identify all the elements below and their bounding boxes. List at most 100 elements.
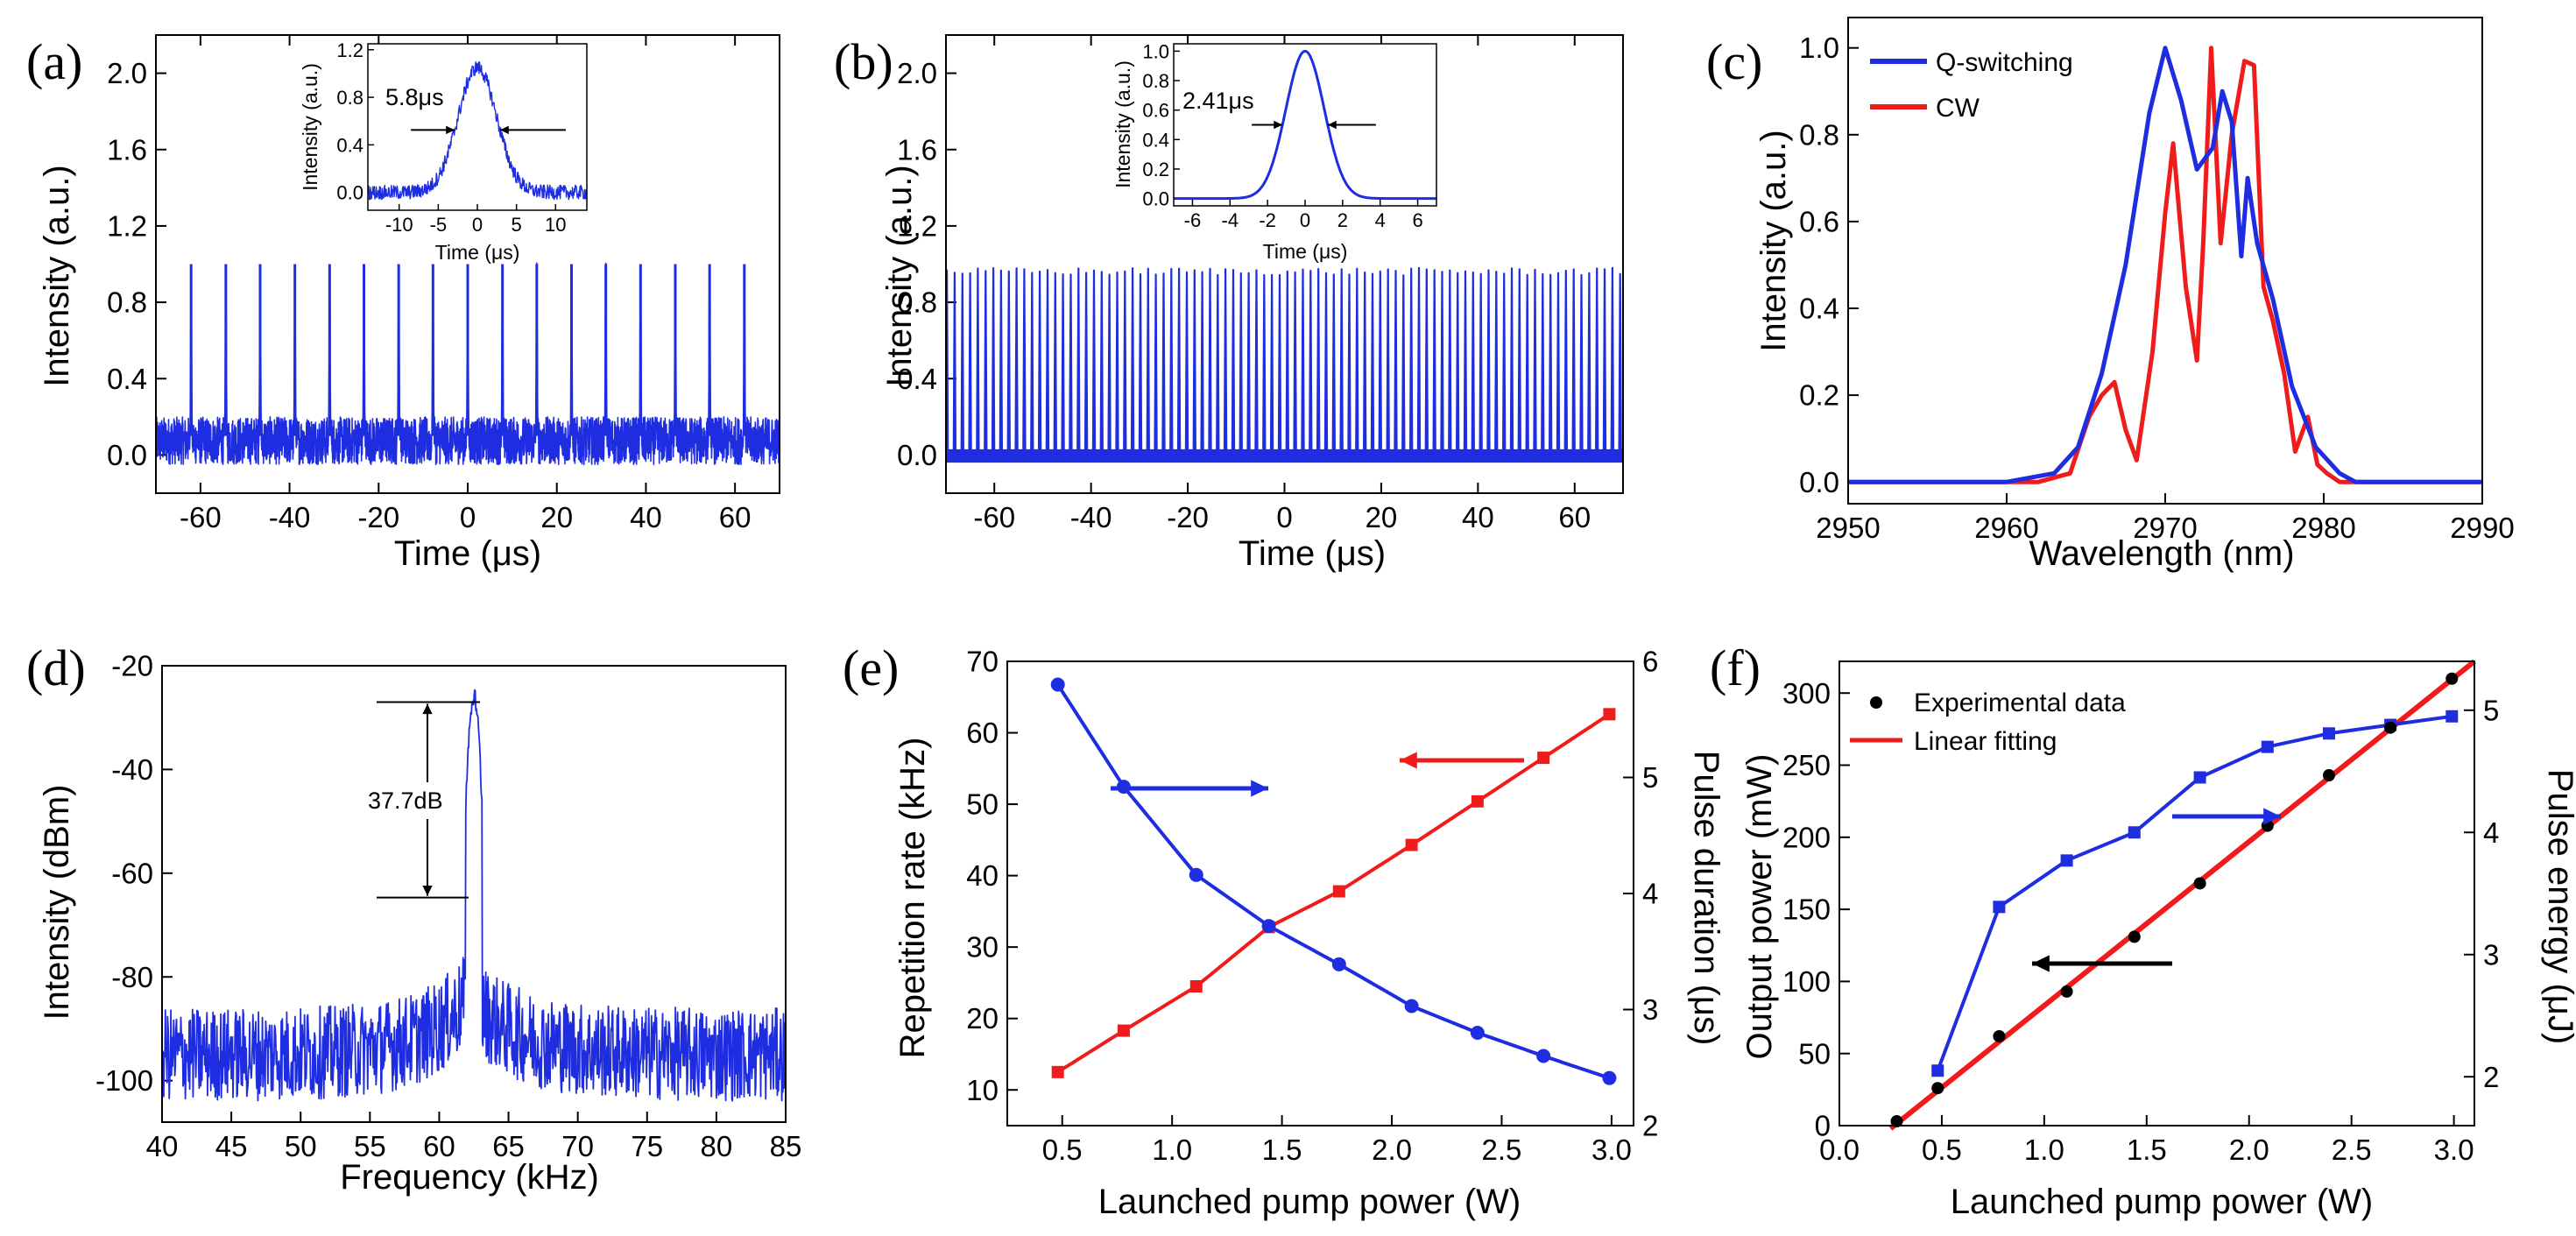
panel-b-ticks: -60 -40 -20 0 20 40 600.00.40.81.21.62.0 — [897, 35, 1591, 533]
x-tick-label: 0.5 — [1042, 1134, 1083, 1166]
pulse-energy-point — [1931, 1064, 1944, 1077]
arrow-to-left-axis-head — [2032, 955, 2050, 972]
x-tick-label: 40 — [146, 1130, 179, 1162]
x-tick-label: -40 — [269, 501, 311, 533]
panel-d-ylabel: Intensity (dBm) — [38, 785, 76, 1021]
data-point-circle — [1050, 677, 1065, 692]
panel-b-frame — [945, 34, 1624, 494]
inset-y-tick-label: 0.8 — [336, 87, 363, 109]
x-tick-label: 2980 — [2291, 512, 2355, 544]
inset-x-tick-label: 0 — [1300, 209, 1310, 231]
panel-d-ticks: 40 45 50 55 60 65 70 75 80 85 -100 -80 -60 -40 -20 — [95, 650, 801, 1162]
panel-a-inset-series — [367, 60, 588, 201]
x-tick-label: 2.0 — [1372, 1134, 1412, 1166]
experimental-point — [2193, 877, 2206, 890]
y-tick-label: 1.6 — [107, 133, 147, 166]
y-tick-label: 200 — [1782, 821, 1831, 853]
panel-f-series — [1888, 659, 2476, 1131]
pulse-energy-line — [1936, 714, 2452, 1071]
data-point-circle — [1404, 999, 1419, 1014]
panel-d: (d) Intensity (dBm) Frequency (kHz) 40 45… — [26, 639, 801, 1197]
x-tick-label: 80 — [701, 1130, 733, 1162]
y-tick-label: 0.4 — [1799, 293, 1839, 325]
x-tick-label: 85 — [770, 1130, 802, 1162]
panel-a-inset-ticks: -10 -5 0 5 10 0.0 0.4 0.8 1.2 — [336, 39, 566, 236]
arrow-to-right-axis-head — [2263, 808, 2281, 825]
x-tick-label: 75 — [631, 1130, 663, 1162]
spectrum-line-qswitching — [1848, 46, 2482, 484]
panel-a-inset: -10 -5 0 5 10 0.0 0.4 0.8 1.2 Intensity (a.u.) T… — [299, 39, 588, 264]
y-tick-label: 0.4 — [897, 363, 937, 395]
y-tick-label: 1.6 — [897, 133, 937, 166]
panel-f-xlabel: Launched pump power (W) — [1951, 1183, 2373, 1221]
y-tick-label: 50 — [966, 788, 999, 821]
panel-f-ylabel-left: Output power (mW) — [1740, 754, 1779, 1060]
panel-d-xlabel: Frequency (kHz) — [340, 1158, 599, 1197]
inset-y-tick-label: 0.0 — [1142, 188, 1169, 210]
panel-a-xlabel: Time (μs) — [394, 534, 541, 573]
y-right-tick-label: 5 — [1642, 761, 1658, 794]
y-tick-label: 70 — [966, 646, 999, 678]
experimental-point — [1931, 1082, 1944, 1095]
legend-label-qswitching: Q-switching — [1936, 48, 2073, 77]
panel-d-letter: (d) — [26, 639, 86, 696]
y-tick-label: -100 — [95, 1064, 153, 1097]
panel-b-fwhm-arrows — [1252, 120, 1376, 130]
panel-e-ticks: 0.5 1.0 1.5 2.0 2.5 3.0 10 20 30 40 50 60 70 2 3 4 5 6 — [966, 646, 1658, 1166]
y-tick-label: 0.0 — [1799, 466, 1839, 498]
y-tick-label: 1.0 — [1799, 32, 1839, 64]
y-right-tick-label: 3 — [1642, 993, 1658, 1026]
panel-e-xlabel: Launched pump power (W) — [1098, 1183, 1521, 1221]
x-tick-label: 2950 — [1816, 512, 1880, 544]
inset-x-tick-label: 0 — [472, 214, 483, 236]
x-tick-label: -40 — [1070, 501, 1112, 533]
y-tick-label: -60 — [111, 857, 153, 889]
y-tick-label: -20 — [111, 650, 153, 682]
pulse-energy-point — [2445, 710, 2459, 723]
arrow-to-left-axis-head — [1400, 752, 1417, 769]
y-tick-label: 100 — [1782, 965, 1831, 998]
y-right-tick-label: 2 — [1642, 1110, 1658, 1142]
panel-c-frame — [1847, 17, 2483, 505]
inset-y-tick-label: 0.4 — [336, 134, 363, 156]
experimental-point — [1993, 1029, 2006, 1042]
y-tick-label: 20 — [966, 1002, 999, 1035]
panel-e: (e) Repetition rate (kHz) Pulse duration… — [843, 639, 1726, 1221]
panel-b-inset-ticks: -6 -4 -2 0 2 4 6 0.0 0.2 0.4 0.6 0.8 1.0 — [1142, 40, 1422, 231]
experimental-point — [2128, 930, 2141, 943]
data-point-square — [1332, 885, 1345, 898]
data-point-square — [1471, 795, 1484, 808]
pulse-energy-point — [2322, 727, 2335, 740]
legend-label-experimental: Experimental data — [1914, 689, 2126, 717]
panel-f-frame — [1838, 660, 2475, 1127]
x-tick-label: 2.5 — [2332, 1134, 2372, 1166]
panel-f-axis-arrows — [2032, 808, 2281, 972]
x-tick-label: -20 — [357, 501, 399, 533]
panel-c-ticks: 2950 2960 2970 2980 2990 0.0 0.2 0.4 0.6 0.8 1.0 — [1799, 32, 2515, 544]
panel-c-ylabel: Intensity (a.u.) — [1754, 130, 1793, 351]
x-tick-label: 40 — [630, 501, 662, 533]
panel-d-annotation — [377, 701, 480, 899]
x-tick-label: 0.5 — [1922, 1134, 1962, 1166]
x-tick-label: 0 — [1276, 501, 1292, 533]
panel-c-letter: (c) — [1706, 33, 1762, 90]
y-tick-label: 1.2 — [107, 209, 147, 242]
panel-e-axis-arrows — [1111, 752, 1524, 797]
y-tick-label: 250 — [1782, 749, 1831, 781]
data-point-square — [1537, 752, 1550, 765]
x-tick-label: 0 — [460, 501, 476, 533]
panel-b-letter: (b) — [834, 33, 893, 90]
inset-y-tick-label: 0.6 — [1142, 100, 1169, 122]
y-tick-label: 40 — [966, 859, 999, 892]
data-point-circle — [1536, 1049, 1551, 1063]
x-tick-label: -60 — [973, 501, 1015, 533]
panel-e-ylabel-left: Repetition rate (kHz) — [893, 738, 932, 1059]
x-tick-label: 70 — [561, 1130, 594, 1162]
panel-a-series — [155, 262, 780, 466]
x-tick-label: 0.0 — [1819, 1134, 1860, 1166]
x-tick-label: 55 — [354, 1130, 386, 1162]
panel-d-frame — [161, 665, 787, 1123]
x-tick-label: 20 — [540, 501, 573, 533]
inset-pulse-line — [367, 60, 588, 201]
panel-a-inset-frame — [367, 43, 588, 211]
